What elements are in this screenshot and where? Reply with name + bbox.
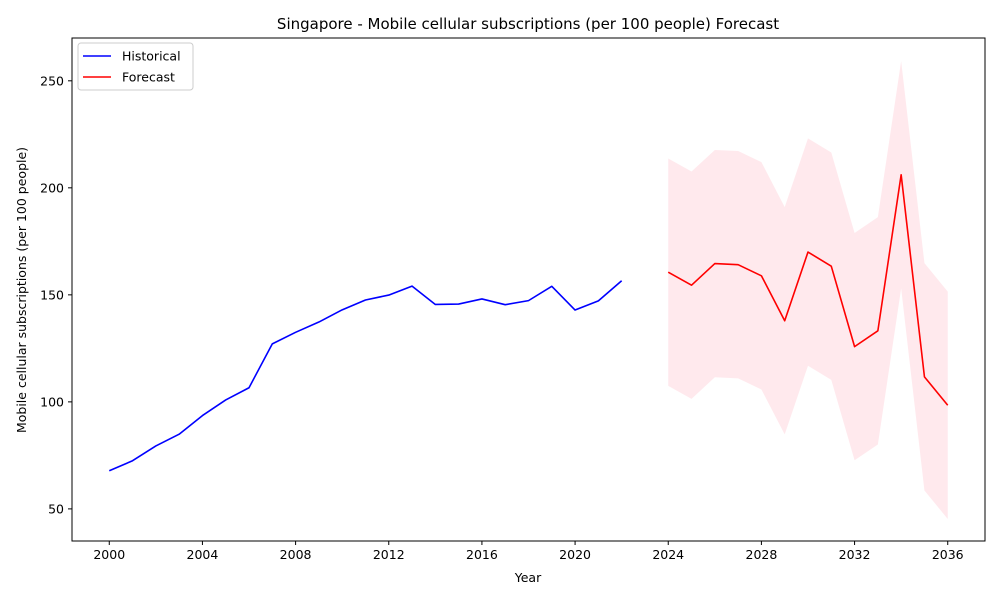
confidence-band-layer [668,61,948,519]
historical-data-point [620,280,622,282]
x-tick-label: 2008 [280,547,312,562]
historical-data-point [527,299,529,301]
forecast-data-point [877,330,879,332]
forecast-data-point [830,265,832,267]
forecast-series-line [667,173,949,406]
legend-box [77,42,194,91]
forecast-data-point [714,262,716,264]
x-tick-label: 2000 [93,547,125,562]
axes-layer [71,37,986,542]
historical-data-point [597,300,599,302]
x-tick-label: 2028 [746,547,778,562]
historical-series-line [108,280,623,472]
x-tick-label: 2036 [932,547,964,562]
y-axis-title: Mobile cellular subscriptions (per 100 p… [14,147,29,433]
historical-data-point [248,387,250,389]
historical-data-point [155,445,157,447]
x-tick-label: 2032 [839,547,871,562]
historical-data-point [131,460,133,462]
historical-data-point [341,309,343,311]
historical-data-point [364,299,366,301]
legend-label-forecast: Forecast [122,70,175,85]
historical-data-point [388,294,390,296]
series-lines-layer [108,173,949,472]
forecast-data-point [784,320,786,322]
confidence-band [668,61,948,519]
historical-data-point [457,303,459,305]
plot-frame [71,37,986,542]
x-tick-label: 2020 [559,547,591,562]
historical-data-point [481,298,483,300]
x-tick-layer: 2000 2004 2008 2012 2016 2020 2024 2028 2032 2036 [93,541,964,562]
historical-data-point [574,309,576,311]
historical-data-point [108,470,110,472]
historical-data-point [294,331,296,333]
y-tick-label: 100 [40,394,64,409]
historical-data-point [271,343,273,345]
y-tick-layer: 50 100 150 200 250 [40,73,72,516]
x-tick-label: 2016 [466,547,498,562]
historical-data-point [551,285,553,287]
x-tick-label: 2024 [652,547,684,562]
historical-data-point [411,285,413,287]
y-tick-label: 50 [48,501,64,516]
historical-data-point [504,304,506,306]
chart-title: Singapore - Mobile cellular subscription… [277,15,779,33]
forecast-data-point [853,345,855,347]
forecast-data-point [900,174,902,176]
forecast-data-point [923,376,925,378]
historical-data-point [178,433,180,435]
historical-data-point [201,414,203,416]
legend-label-historical: Historical [122,49,181,64]
x-tick-label: 2004 [187,547,219,562]
forecast-data-point [947,404,949,406]
historical-data-point [225,399,227,401]
legend: Historical Forecast [77,42,194,91]
historical-data-point [434,303,436,305]
historical-data-point [318,321,320,323]
forecast-data-point [667,271,669,273]
y-tick-label: 150 [40,287,64,302]
y-tick-label: 200 [40,180,64,195]
forecast-data-point [760,275,762,277]
x-axis-title: Year [514,570,542,585]
forecast-data-point [737,263,739,265]
y-tick-label: 250 [40,73,64,88]
forecast-data-point [690,284,692,286]
forecast-data-point [807,251,809,253]
x-tick-label: 2012 [373,547,405,562]
